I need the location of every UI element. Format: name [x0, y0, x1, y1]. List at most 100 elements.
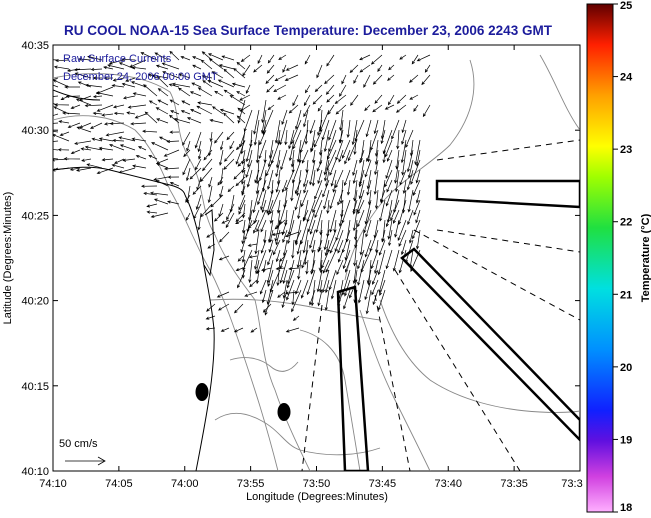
current-vector [103, 65, 114, 70]
buoy-marker [277, 403, 291, 421]
current-vector [407, 209, 414, 226]
current-vector [58, 120, 70, 124]
current-vector [203, 149, 213, 161]
current-vector [171, 82, 191, 88]
current-vector [153, 198, 169, 205]
current-vector [324, 279, 330, 294]
current-vector [157, 88, 169, 97]
current-vector [341, 139, 351, 159]
current-vector [313, 129, 323, 148]
current-vector [357, 259, 365, 286]
current-vector [388, 64, 395, 71]
current-vector [357, 199, 365, 215]
current-vector [219, 149, 224, 166]
current-vector [373, 169, 379, 195]
current-vector [168, 83, 180, 88]
current-vector [287, 219, 295, 245]
x-tick-label: 74:00 [171, 478, 199, 490]
current-vector [135, 154, 147, 160]
scale-arrow [65, 456, 106, 466]
current-vector [344, 279, 351, 297]
current-vector [380, 189, 386, 203]
current-vector [182, 131, 191, 146]
current-vector [352, 199, 358, 213]
x-tick-label: 74:05 [105, 478, 133, 490]
current-vector [278, 54, 287, 60]
current-vector [131, 65, 147, 70]
current-vector [392, 249, 400, 272]
current-vector [366, 269, 372, 284]
current-vector [247, 219, 258, 229]
current-vector [317, 239, 323, 253]
current-vector [253, 109, 260, 135]
current-vector [401, 149, 407, 176]
current-vector [275, 267, 286, 271]
x-tick-label: 73:45 [369, 478, 397, 490]
current-vector [400, 239, 407, 256]
current-vector [411, 54, 419, 65]
current-vector [338, 149, 344, 163]
current-vector [408, 74, 419, 83]
current-vector [241, 203, 246, 219]
current-vector [273, 84, 287, 92]
current-vector [200, 59, 213, 70]
current-vector [372, 104, 383, 113]
current-vector [374, 259, 379, 274]
current-vector [236, 115, 246, 124]
current-vector [296, 249, 302, 269]
current-vector [309, 219, 316, 235]
current-vector [262, 303, 272, 313]
current-vector [78, 57, 92, 61]
current-vector [103, 76, 114, 80]
current-vector [192, 185, 202, 195]
contour-line [53, 115, 279, 471]
current-vector [194, 131, 202, 149]
current-vector [206, 303, 216, 312]
current-vector [229, 94, 246, 106]
current-vector [238, 194, 246, 211]
current-vector [406, 149, 414, 173]
current-vector [414, 139, 421, 166]
coastline [53, 89, 215, 471]
current-vector [370, 54, 383, 65]
x-tick-label: 73:3 [561, 478, 582, 490]
current-vector [359, 64, 371, 73]
current-vector [219, 231, 230, 243]
current-vector [53, 84, 59, 88]
current-vector [342, 249, 351, 270]
current-vector [309, 119, 316, 134]
current-vector [74, 140, 92, 145]
current-vector [197, 212, 202, 231]
current-vector [316, 159, 323, 172]
swath-box [400, 247, 580, 442]
current-vector [347, 139, 358, 162]
current-vector [285, 291, 300, 295]
current-vector [156, 76, 169, 88]
current-vector [239, 104, 251, 112]
current-vector [315, 209, 323, 233]
current-vector [387, 219, 393, 240]
current-vector [219, 185, 224, 198]
current-vector [67, 122, 81, 129]
current-vector [218, 64, 235, 70]
current-vector [209, 131, 213, 142]
current-vector [310, 139, 316, 153]
current-vector [343, 289, 351, 310]
current-vector [296, 169, 302, 197]
current-vector [53, 167, 59, 171]
current-vector [377, 289, 386, 311]
current-vector [158, 136, 169, 142]
current-vector [399, 54, 407, 60]
current-vector [154, 52, 169, 61]
current-vector [275, 249, 281, 263]
current-vector [302, 229, 309, 254]
current-vector [214, 131, 224, 144]
current-vector [217, 79, 235, 88]
currents-time: December 24, 2006 00:00 GMT [63, 71, 218, 83]
colorbar-ticks: 25 24 23 22 21 20 19 18 [613, 0, 633, 514]
current-vector [258, 159, 267, 182]
current-vector [53, 95, 59, 97]
current-vector [224, 149, 235, 162]
current-vector [294, 109, 302, 130]
current-vector [202, 158, 213, 172]
